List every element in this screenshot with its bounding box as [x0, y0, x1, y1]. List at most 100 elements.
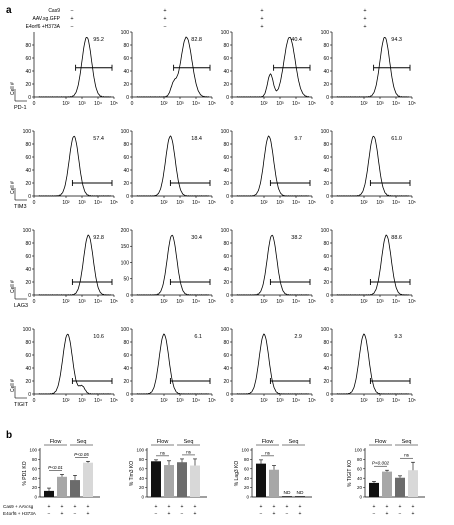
- x-tick-label: 10⁴: [392, 299, 400, 305]
- condition-sign: +: [87, 504, 90, 510]
- x-tick-label: 10⁴: [94, 398, 102, 404]
- x-tick-label: 10⁵: [308, 101, 316, 107]
- bar: [269, 469, 279, 497]
- x-tick-label: 10⁴: [94, 101, 102, 107]
- x-tick-label: 10⁵: [208, 101, 216, 107]
- y-tick-label: 80: [223, 142, 229, 148]
- x-tick-label: 10⁴: [292, 398, 300, 404]
- x-tick-label: 0: [231, 299, 234, 305]
- y-axis-title: % PD1 KO: [22, 461, 28, 485]
- y-tick-label: 20: [323, 280, 329, 286]
- gate-percentage: 57.4: [93, 136, 104, 142]
- x-tick-label: 10²: [360, 200, 368, 206]
- y-tick-label: 20: [25, 379, 31, 385]
- x-tick-label: 10⁵: [408, 398, 416, 404]
- histogram-curve: [236, 234, 309, 296]
- x-tick-label: 10³: [376, 299, 384, 305]
- bar: [164, 465, 174, 497]
- y-tick-label: 80: [139, 457, 145, 462]
- gate-percentage: 9.3: [394, 334, 402, 340]
- x-tick-label: 10⁴: [292, 101, 300, 107]
- condition-sign: −: [286, 511, 289, 517]
- gate-percentage: 40.4: [291, 37, 302, 43]
- y-tick-label: 40: [323, 267, 329, 273]
- x-tick-label: 10⁴: [392, 200, 400, 206]
- y-tick-label: 60: [357, 466, 363, 471]
- significance-label: ns: [404, 453, 410, 458]
- bar: [44, 490, 54, 497]
- panel-label-b: b: [6, 430, 12, 441]
- x-tick-label: 10²: [62, 398, 70, 404]
- y-tick-label: 0: [28, 194, 31, 200]
- y-tick-label: 0: [326, 194, 329, 200]
- histogram-panel: 0 20 40 60 80 100 0 10² 10³ 10⁴ 10⁵ 82.8: [121, 30, 216, 107]
- x-tick-label: 10²: [160, 398, 168, 404]
- bar: [408, 470, 418, 497]
- y-axis-title: Cell #: [10, 82, 16, 95]
- bar: [57, 476, 67, 497]
- histogram-panel: 0 20 40 60 80 100 0 10² 10³ 10⁴ 10⁵ 9.7: [221, 129, 316, 206]
- y-axis-title: Cell #: [10, 181, 16, 194]
- y-tick-label: 60: [123, 353, 129, 359]
- x-tick-label: 10³: [276, 398, 284, 404]
- bar: [395, 477, 405, 497]
- y-tick-label: 100: [136, 448, 144, 453]
- condition-sign: +: [260, 504, 263, 510]
- gate-percentage: 92.8: [93, 235, 104, 241]
- histogram-panel: 0 50 100 150 200 0 10² 10³ 10⁴ 10⁵ 30.4: [121, 228, 216, 305]
- y-tick-label: 20: [357, 485, 363, 490]
- condition-sign: −: [373, 511, 376, 517]
- header-sign: +: [163, 16, 166, 22]
- x-tick-label: 10³: [176, 200, 184, 206]
- histogram-curve: [38, 333, 111, 395]
- histogram-panel: 0 20 40 60 80 100 0 10² 10³ 10⁴ 10⁵ 38.2: [221, 228, 316, 305]
- x-tick-label: 10⁵: [110, 398, 118, 404]
- y-tick-label: 40: [223, 168, 229, 174]
- x-tick-label: 10⁵: [208, 200, 216, 206]
- significance-label: ns: [160, 450, 166, 455]
- y-tick-label: 50: [123, 277, 129, 283]
- x-tick-label: 10⁴: [292, 200, 300, 206]
- y-tick-label: 60: [123, 155, 129, 161]
- y-tick-label: 0: [226, 293, 229, 299]
- x-tick-label: 0: [131, 200, 134, 206]
- x-tick-label: 10⁴: [192, 398, 200, 404]
- y-tick-label: 0: [226, 95, 229, 101]
- bar: [151, 461, 161, 497]
- condition-sign: −: [399, 511, 402, 517]
- condition-sign: +: [87, 511, 90, 517]
- x-tick-label: 10²: [160, 299, 168, 305]
- x-tick-label: 10²: [260, 101, 268, 107]
- significance-label: P<0.05: [74, 452, 89, 457]
- y-tick-label: 40: [123, 69, 129, 75]
- x-tick-label: 10⁴: [94, 200, 102, 206]
- histogram-curve: [136, 333, 209, 395]
- row-label: E4orf6 + H373A: [3, 511, 37, 516]
- y-tick-label: 100: [321, 327, 330, 333]
- y-tick-label: 100: [23, 129, 32, 135]
- bar: [83, 462, 93, 497]
- histogram-panel: 0 20 40 60 80 100 0 10² 10³ 10⁴ 10⁵ 57.4: [23, 129, 118, 206]
- y-tick-label: 0: [126, 392, 129, 398]
- condition-header: Cas9 − + + + AAV.sg.GFP + + + + E4orf6 +H373A − − + +: [26, 8, 367, 30]
- x-tick-label: 10⁵: [308, 398, 316, 404]
- header-sign: +: [260, 24, 263, 30]
- x-tick-label: 0: [331, 200, 334, 206]
- condition-sign: −: [155, 511, 158, 517]
- y-tick-label: 40: [123, 366, 129, 372]
- x-tick-label: 10³: [78, 299, 86, 305]
- y-tick-label: 40: [357, 476, 363, 481]
- panel-label-a: a: [6, 5, 12, 16]
- header-label: Cas9: [48, 8, 60, 14]
- significance-label: P<0.01: [48, 465, 63, 470]
- histogram-curve: [236, 333, 309, 395]
- y-tick-label: 100: [29, 448, 37, 453]
- y-axis-title: % TIGIT KO: [347, 460, 353, 487]
- gate-percentage: 30.4: [191, 235, 202, 241]
- gate-percentage: 10.6: [93, 334, 104, 340]
- x-tick-label: 10⁵: [110, 101, 118, 107]
- histogram-curve: [38, 234, 111, 296]
- y-tick-label: 40: [223, 267, 229, 273]
- y-tick-label: 0: [246, 495, 249, 500]
